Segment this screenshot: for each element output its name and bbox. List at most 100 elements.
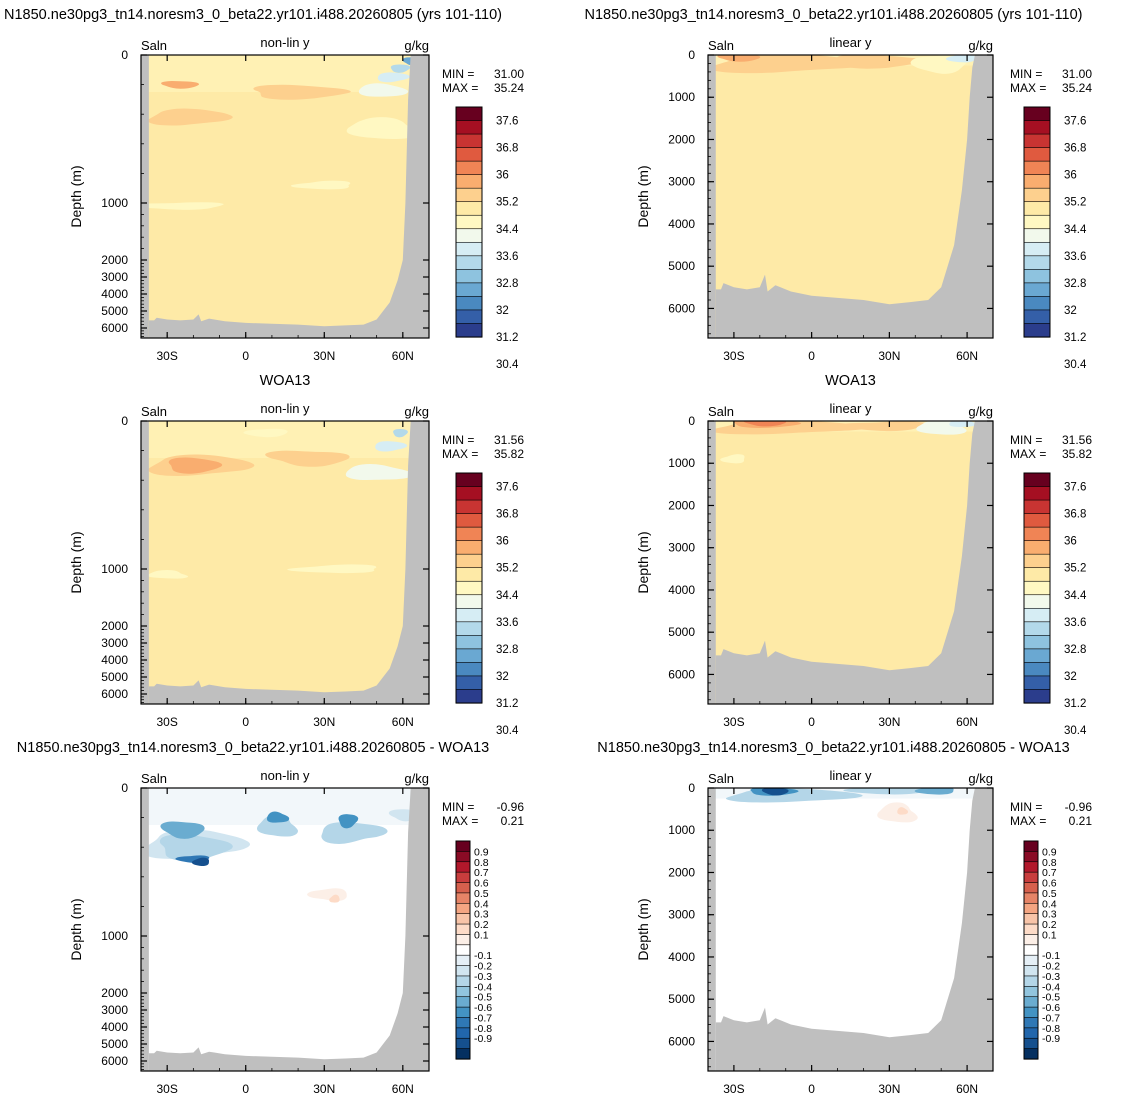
colorbar-swatch <box>455 594 483 609</box>
colorbar-swatch <box>1023 871 1039 884</box>
colorbar-swatch <box>455 861 471 873</box>
contour-fill <box>168 457 223 474</box>
contour-field <box>141 788 429 1071</box>
y-tick-label: 2000 <box>101 986 128 1000</box>
y-tick-label: 5000 <box>101 670 128 684</box>
colorbar-label: 0.8 <box>474 857 489 869</box>
colorbar-swatch <box>455 965 471 977</box>
colorbar-label: 32 <box>496 305 509 317</box>
variable-label: Saln <box>141 38 167 53</box>
max-value: 0.21 <box>501 814 525 828</box>
max-value: 35.82 <box>1062 447 1092 461</box>
colorbar-swatch <box>1023 106 1051 122</box>
colorbar-label: -0.4 <box>474 981 492 993</box>
section-panel: 0 1000 2000 3000 4000 5000 6000 30S 0 30N 60N Depth… <box>635 35 1092 371</box>
x-tick-label: 30S <box>723 349 744 363</box>
y-scale-mode-label: linear y <box>830 401 872 416</box>
land-mask <box>141 55 149 338</box>
x-tick-label: 0 <box>808 715 815 729</box>
contour-fill <box>377 72 410 83</box>
x-tick-label: 30N <box>878 1082 900 1096</box>
variable-label: Saln <box>141 404 167 419</box>
colorbar-label: 33.6 <box>496 251 518 263</box>
section-panel: 0 1000 2000 3000 4000 5000 6000 30S 0 30N 60N Depth… <box>68 401 524 737</box>
contour-fill <box>159 834 233 861</box>
colorbar-label: -0.1 <box>1042 950 1060 962</box>
plot-frame <box>707 54 994 339</box>
contour-fill <box>393 428 408 438</box>
y-tick-label: 3000 <box>668 175 695 189</box>
colorbar-label: 0.3 <box>474 909 489 921</box>
colorbar-label: -0.7 <box>1042 1012 1060 1024</box>
colorbar-label: 0.3 <box>1042 909 1057 921</box>
colorbar-swatch <box>455 934 471 946</box>
colorbar-swatch <box>455 309 483 325</box>
colorbar-label: 34.4 <box>1064 590 1087 602</box>
colorbar-swatch <box>1023 580 1051 596</box>
contour-fill <box>843 788 931 795</box>
colorbar-swatch <box>455 540 483 555</box>
colorbar-swatch <box>1023 892 1039 904</box>
panel-title: N1850.ne30pg3_tn14.noresm3_0_beta22.yr10… <box>597 740 1069 756</box>
colorbar-swatch <box>455 228 483 243</box>
colorbar-label: 33.6 <box>1064 251 1086 263</box>
colorbar-swatch <box>1023 1017 1039 1029</box>
contour-fill <box>141 202 224 210</box>
colorbar-swatch <box>1023 472 1051 488</box>
colorbar-swatch <box>455 567 483 582</box>
colorbar-swatch <box>1023 934 1039 946</box>
colorbar-swatch <box>1023 526 1051 542</box>
min-label: MIN = <box>1010 433 1042 447</box>
contour-fill <box>897 807 909 815</box>
max-value: 35.24 <box>1062 81 1092 95</box>
y-tick-label: 0 <box>121 414 128 428</box>
colorbar-label: 36.8 <box>1064 143 1086 155</box>
colorbar-label: 0.1 <box>1042 929 1057 941</box>
colorbar-label: 0.1 <box>474 929 489 941</box>
colorbar-label: 37.6 <box>1064 116 1086 128</box>
colorbar-swatch <box>1023 323 1051 338</box>
contour-fill <box>345 463 413 481</box>
x-tick-label: 0 <box>242 1082 249 1096</box>
colorbar-swatch <box>455 851 471 863</box>
colorbar-swatch <box>1023 975 1039 987</box>
y-tick-label: 0 <box>688 781 695 795</box>
colorbar-label: 36.8 <box>496 143 518 155</box>
colorbar-label: -0.3 <box>1042 971 1060 983</box>
colorbar-swatch <box>455 323 483 338</box>
colorbar-label: 30.4 <box>1064 725 1087 737</box>
colorbar-swatch <box>1023 594 1051 609</box>
colorbar-swatch <box>1023 607 1051 623</box>
contour-fill <box>287 564 377 574</box>
contour-fill <box>329 894 340 903</box>
colorbar-swatch <box>455 1006 471 1019</box>
contour-fill <box>761 788 789 796</box>
colorbar-label: 36.8 <box>496 509 518 521</box>
colorbar-swatch <box>455 513 483 528</box>
y-tick-label: 5000 <box>668 992 695 1006</box>
colorbar-swatch <box>455 282 483 298</box>
colorbar-swatch <box>1023 540 1051 555</box>
colorbar-swatch <box>1023 635 1051 650</box>
colorbar-label: 30.4 <box>1064 359 1087 371</box>
contour-fill <box>835 421 928 432</box>
variable-label: Saln <box>708 38 734 53</box>
colorbar-swatch <box>1023 689 1051 704</box>
colorbar-swatch <box>455 241 483 257</box>
contour-fill <box>717 55 761 62</box>
units-label: g/kg <box>404 38 429 53</box>
colorbar-swatch <box>1023 160 1051 176</box>
colorbar-label: 33.6 <box>1064 617 1086 629</box>
y-tick-label: 4000 <box>101 1020 128 1034</box>
x-tick-label: 30N <box>313 715 335 729</box>
colorbar-label: -0.2 <box>474 961 492 973</box>
y-tick-label: 0 <box>688 414 695 428</box>
x-tick-label: 60N <box>392 1082 414 1096</box>
x-tick-label: 0 <box>242 349 249 363</box>
panel-title: WOA13 <box>260 373 311 389</box>
section-panel: 0 1000 2000 3000 4000 5000 6000 30S 0 30N 60N Depth… <box>68 768 524 1096</box>
y-tick-label: 3000 <box>668 908 695 922</box>
colorbar-label: 34.4 <box>1064 224 1087 236</box>
contour-fill <box>161 81 200 89</box>
colorbar-label: 31.2 <box>496 698 518 710</box>
